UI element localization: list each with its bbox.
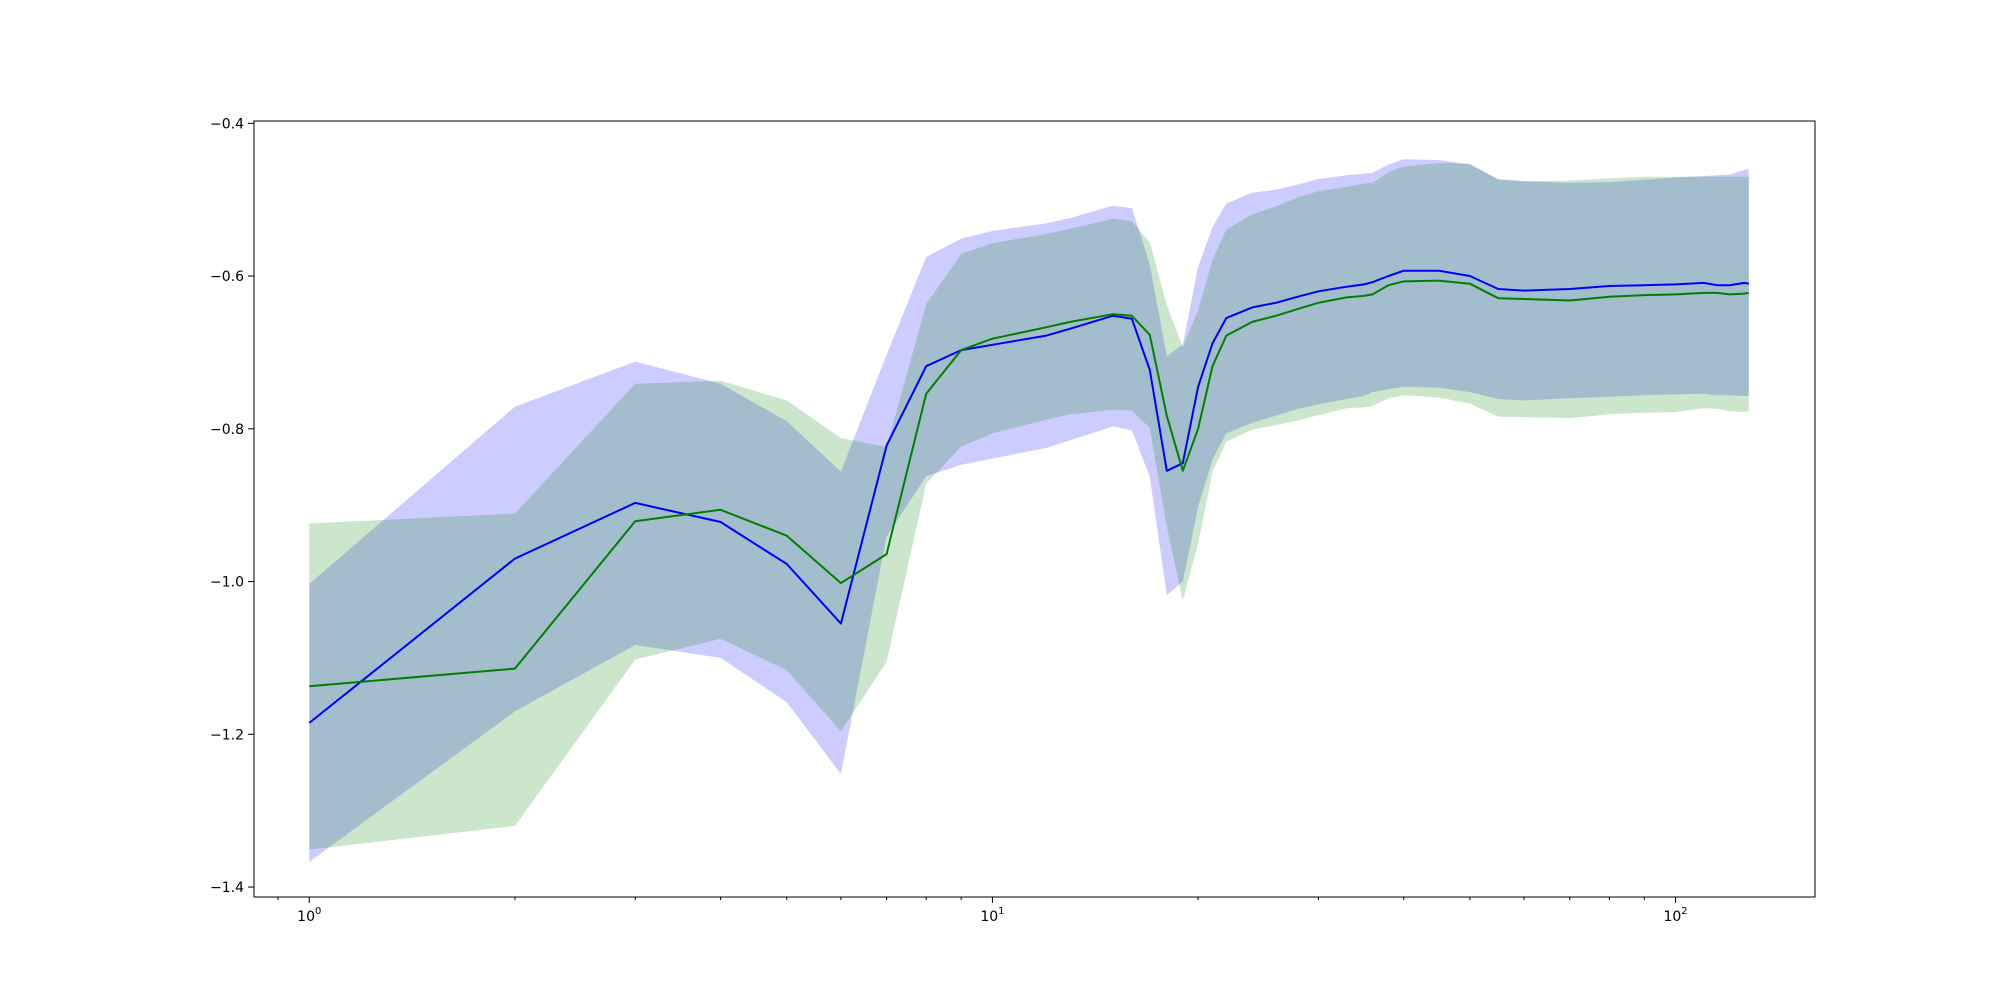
x-tick-label: 102	[1663, 906, 1687, 925]
x-tick-label: 100	[297, 906, 321, 925]
y-tick-label: −0.4	[210, 116, 244, 132]
series-2-band	[309, 163, 1749, 850]
y-tick-label: −1.4	[210, 880, 244, 896]
y-tick-label: −0.6	[210, 269, 244, 285]
x-tick-label: 101	[980, 906, 1004, 925]
plot-frame	[253, 120, 1816, 898]
y-axis: −1.4 −1.2 −1.0 −0.8 −0.6 −0.4	[210, 116, 254, 896]
y-tick-label: −1.2	[210, 727, 244, 743]
series-lines	[308, 269, 1749, 724]
y-tick-label: −0.8	[210, 422, 244, 438]
series-2-line	[309, 279, 1749, 688]
x-axis: 100 101 102	[277, 897, 1688, 925]
confidence-bands	[309, 159, 1749, 862]
series-1-line	[308, 269, 1749, 724]
series-1-band	[309, 159, 1749, 862]
y-tick-label: −1.0	[210, 575, 244, 591]
